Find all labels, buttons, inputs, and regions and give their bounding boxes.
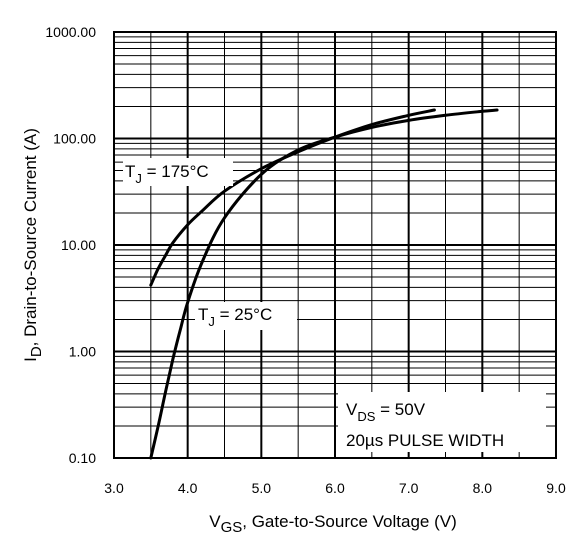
x-tick-labels: 3.0 4.0 5.0 6.0 7.0 8.0 9.0: [104, 480, 566, 496]
y-tick-label: 0.10: [69, 450, 96, 466]
series-lines: [149, 108, 499, 460]
series-line-tj-25: [149, 108, 499, 460]
y-tick-label: 10.00: [61, 237, 96, 253]
conditions-box: [338, 392, 546, 452]
plot-frame: [113, 31, 557, 459]
tj25-label-bg: [195, 302, 297, 330]
y-axis-label: ID, Drain-to-Source Current (A): [21, 128, 45, 362]
y-tick-label: 100.00: [53, 131, 96, 147]
series-line-tj-175: [149, 108, 436, 287]
annotation-pulse-width: 20µs PULSE WIDTH: [346, 431, 504, 450]
tj175-label-bg: [123, 158, 233, 186]
x-tick-label: 3.0: [104, 480, 124, 496]
x-tick-label: 6.0: [325, 480, 345, 496]
x-tick-label: 5.0: [252, 480, 272, 496]
y-tick-label: 1.00: [69, 344, 96, 360]
annotation-vds: VDS = 50V: [346, 400, 426, 424]
grid: [114, 32, 556, 459]
y-tick-label: 1000.00: [45, 24, 96, 40]
x-tick-label: 8.0: [473, 480, 493, 496]
annotation-tj-25: TJ = 25°C: [198, 305, 272, 329]
x-tick-label: 7.0: [399, 480, 419, 496]
x-tick-label: 9.0: [546, 480, 566, 496]
x-axis-label: VGS, Gate-to-Source Voltage (V): [209, 512, 457, 536]
x-tick-label: 4.0: [178, 480, 198, 496]
y-tick-labels: 0.10 1.00 10.00 100.00 1000.00: [45, 24, 96, 466]
annotation-tj-175: TJ = 175°C: [125, 162, 209, 186]
